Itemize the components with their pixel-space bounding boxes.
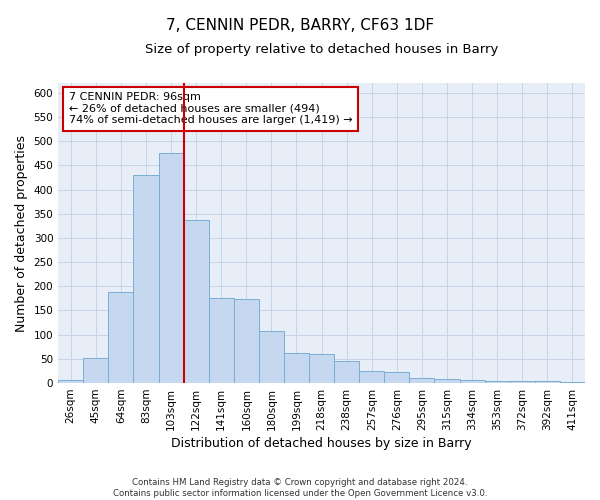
Bar [158,152,184,383]
Title: Size of property relative to detached houses in Barry: Size of property relative to detached ho… [145,42,498,56]
Bar [510,380,535,383]
Y-axis label: Number of detached properties: Number of detached properties [15,134,28,332]
Bar [184,220,209,383]
Bar [309,354,334,383]
Bar [535,381,560,383]
Bar [485,381,510,383]
Bar [434,378,460,383]
X-axis label: Distribution of detached houses by size in Barry: Distribution of detached houses by size … [171,437,472,450]
Bar [259,332,284,383]
Bar [234,299,259,383]
Bar [284,353,309,383]
Bar [385,372,409,383]
Bar [58,380,83,383]
Bar [560,382,585,383]
Text: 7, CENNIN PEDR, BARRY, CF63 1DF: 7, CENNIN PEDR, BARRY, CF63 1DF [166,18,434,32]
Text: 7 CENNIN PEDR: 96sqm
← 26% of detached houses are smaller (494)
74% of semi-deta: 7 CENNIN PEDR: 96sqm ← 26% of detached h… [69,92,352,126]
Bar [334,362,359,383]
Bar [359,372,385,383]
Bar [133,175,158,383]
Bar [83,358,109,383]
Bar [109,292,133,383]
Bar [209,298,234,383]
Text: Contains HM Land Registry data © Crown copyright and database right 2024.
Contai: Contains HM Land Registry data © Crown c… [113,478,487,498]
Bar [460,380,485,383]
Bar [409,378,434,383]
